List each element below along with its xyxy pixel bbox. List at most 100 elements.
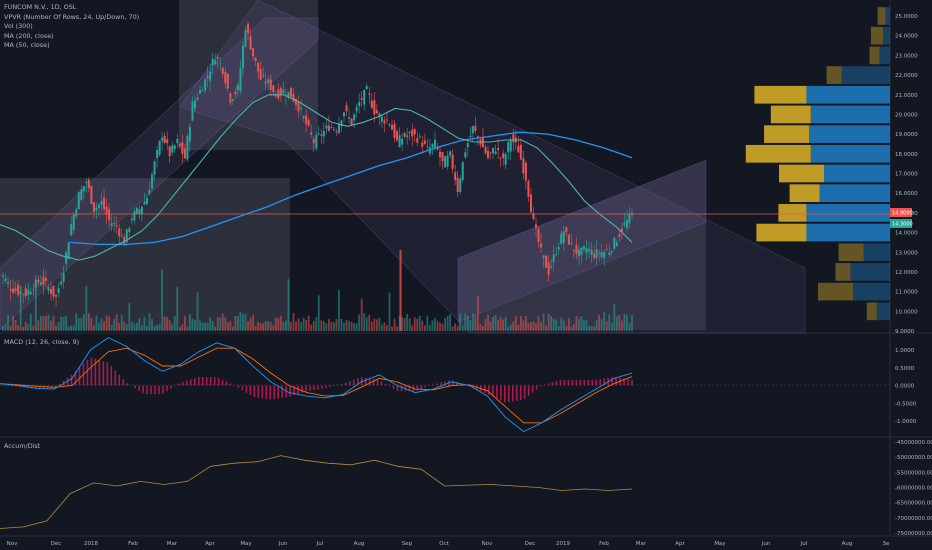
ma-price-tag-text: 14.3000	[892, 222, 913, 228]
last-price-tag-text: 14.9000	[892, 211, 913, 217]
macd-histogram-bar	[603, 378, 605, 386]
candle-body	[542, 255, 545, 258]
volume-bar	[555, 319, 558, 331]
macd-histogram-bar	[54, 385, 57, 388]
rectangle-drawing[interactable]	[458, 160, 706, 330]
macd-legend[interactable]: MACD (12, 26, close, 9)	[4, 338, 80, 346]
macd-histogram-bar	[591, 379, 594, 386]
accdist-legend[interactable]: Accum/Dist	[4, 442, 41, 450]
volume-bar	[229, 320, 232, 331]
time-axis-label: Aug	[842, 541, 853, 547]
macd-histogram-bar	[249, 385, 252, 396]
volume-bar	[287, 279, 290, 331]
candle-body	[115, 225, 118, 227]
candle-body	[216, 56, 219, 59]
volume-bar	[302, 317, 305, 331]
candle-body	[148, 189, 151, 195]
macd-axis[interactable]: 1.0000 0.5000 0.0000 -0.5000 -1.0000	[895, 348, 917, 425]
vpvr-down-bar	[770, 105, 811, 124]
candle-body	[181, 142, 184, 154]
candle-body	[204, 79, 207, 91]
candle-body	[537, 228, 540, 243]
volume-bar	[464, 313, 467, 331]
accdist-axis[interactable]: -45000000.0000 -50000000.0000 -55000000.00…	[895, 440, 932, 537]
time-axis[interactable]: Nov Dec 2018 Feb Mar Apr May Jun Jul Aug Sep Oct Nov…	[7, 541, 890, 547]
volume-bar	[14, 320, 17, 331]
volume-bar	[406, 314, 409, 331]
candle-body	[9, 289, 12, 291]
macd-histogram-bar	[118, 374, 121, 386]
descending-channel-drawing[interactable]	[179, 0, 806, 334]
price-axis-label: 20.0000	[895, 112, 918, 118]
volume-bar	[194, 320, 196, 331]
time-axis-label: 2019	[556, 541, 570, 547]
candle-body	[320, 134, 323, 136]
candle-body	[466, 142, 469, 148]
ma50-line[interactable]	[0, 94, 633, 261]
accdist-axis-label: -55000000.0000	[895, 470, 932, 476]
macd-histogram-bar	[182, 381, 184, 386]
rectangle-drawing[interactable]	[179, 0, 318, 150]
macd-histogram-bar	[229, 383, 232, 386]
macd-histogram-bar	[297, 385, 299, 394]
macd-histogram-bar	[38, 385, 41, 389]
candle-body	[297, 101, 300, 112]
candle-body	[350, 118, 353, 125]
volume-bar	[416, 318, 419, 331]
volume-bar	[345, 320, 348, 331]
macd-histogram-bar	[432, 384, 435, 386]
volume-bar	[295, 321, 297, 331]
volume-bar	[446, 315, 449, 331]
macd-histogram-bar	[301, 385, 303, 393]
candle-body	[274, 95, 277, 97]
vpvr-up-bar	[879, 46, 890, 65]
volume-bar	[90, 317, 93, 331]
vol-legend-item[interactable]: Vol (300)	[4, 22, 33, 30]
candle-body	[133, 210, 136, 221]
macd-histogram-bar	[563, 379, 566, 386]
candle-body	[188, 126, 191, 142]
ascending-channel-drawing[interactable]	[0, 17, 319, 331]
candle-body	[358, 101, 361, 107]
candle-body	[459, 178, 462, 193]
candle-body	[527, 180, 530, 197]
candle-body	[60, 281, 63, 285]
candle-body	[214, 60, 217, 65]
candle-body	[471, 126, 474, 134]
volume-bar	[297, 318, 300, 331]
candle-body	[363, 90, 366, 105]
ma200-line[interactable]	[69, 131, 633, 246]
candle-body	[590, 249, 593, 255]
macd-line[interactable]	[0, 337, 633, 433]
accdist-line[interactable]	[0, 455, 633, 529]
volume-bar	[353, 323, 356, 331]
volume-bar	[411, 325, 414, 331]
macd-histogram-bar	[189, 379, 192, 386]
price-axis[interactable]: 25.0000 24.0000 23.0000 22.0000 21.0000 20.00…	[895, 14, 918, 335]
macd-signal-line[interactable]	[0, 347, 633, 424]
macd-histogram-bar	[78, 367, 81, 386]
candle-body	[615, 242, 618, 247]
macd-histogram-bar	[178, 383, 180, 386]
candle-body	[595, 249, 598, 258]
rectangle-drawing[interactable]	[0, 178, 290, 330]
ma50-legend-item[interactable]: MA (50, close)	[4, 41, 50, 49]
candle-body	[29, 291, 32, 295]
volume-bar	[133, 323, 136, 331]
ma200-legend-item[interactable]: MA (200, close)	[4, 31, 54, 40]
candle-body	[229, 93, 232, 103]
drawing-layer[interactable]	[0, 0, 806, 334]
candle-body	[565, 227, 568, 232]
macd-histogram-bar	[356, 378, 359, 386]
macd-histogram-bar	[468, 385, 470, 387]
volume-bar	[274, 317, 277, 331]
volume-bar	[156, 324, 158, 331]
ascending-channel-drawing[interactable]	[457, 159, 707, 323]
symbol-title[interactable]: FUNCOM N.V., 1D, OSL	[4, 3, 77, 11]
volume-bar	[492, 316, 494, 331]
vpvr-legend-item[interactable]: VPVR (Number Of Rows, 24, Up/Down, 70)	[4, 12, 140, 21]
price-axis-label: 12.0000	[895, 270, 918, 276]
time-axis-label: Aug	[354, 541, 365, 547]
macd-histogram-bar	[559, 379, 562, 386]
